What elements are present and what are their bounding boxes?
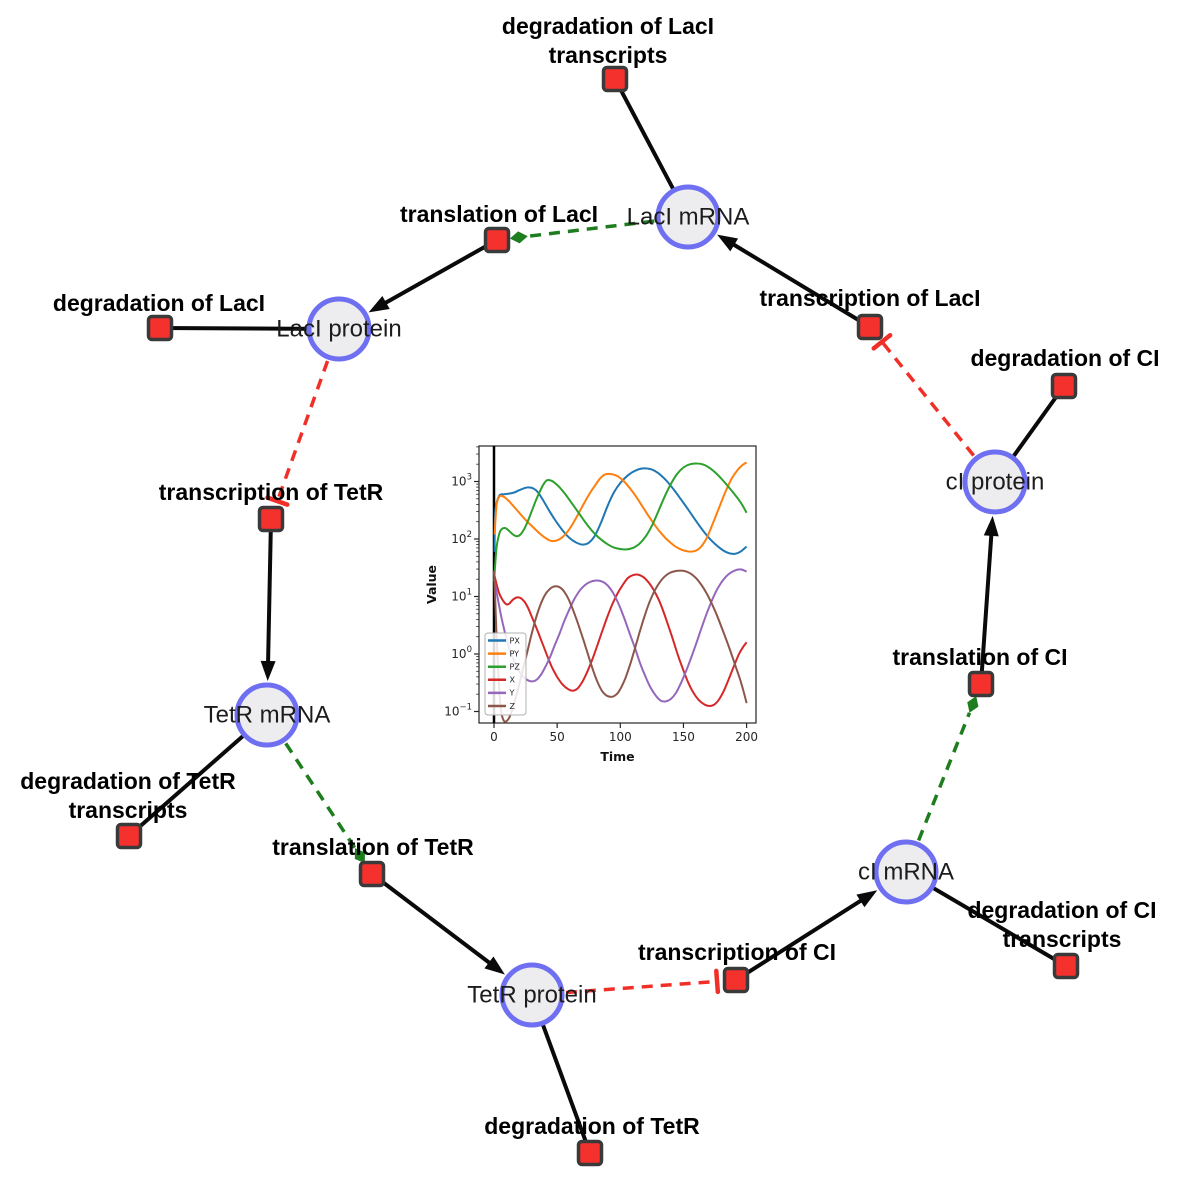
edge-transcription-of-ci-to-ci-mrna-arrowhead-icon: [856, 890, 878, 908]
reaction-node-translation-of-ci: [967, 670, 995, 698]
chart-y-tick-label: 101: [451, 588, 472, 604]
reaction-label-degradation-of-ci-transcripts-line1: degradation of CI: [967, 897, 1156, 923]
legend-label-PX: PX: [510, 636, 521, 645]
chart-x-tick-label: 0: [490, 730, 498, 744]
species-label-tetr-protein: TetR protein: [467, 982, 596, 1009]
species-label-laci-protein: LacI protein: [276, 316, 401, 343]
species-node-ci-mrna: [873, 839, 939, 905]
legend-label-Z: Z: [510, 702, 516, 711]
reaction-node-transcription-of-tetr: [257, 505, 285, 533]
chart-x-tick-label: 200: [735, 730, 758, 744]
reaction-label-transcription-of-tetr-line1: transcription of TetR: [159, 479, 384, 505]
reaction-node-translation-of-tetr: [358, 860, 386, 888]
edge-ci-protein-to-transcription-of-laci-tbar-icon: [871, 332, 893, 351]
reaction-label-degradation-of-tetr-transcripts-line1: degradation of TetR: [20, 768, 236, 794]
chart-series-X: [493, 573, 748, 707]
chart-y-tick-label: 100: [451, 645, 472, 661]
edge-ci-mrna-to-translation-of-ci-diamond-icon: [967, 696, 979, 713]
chart-x-tick-label: 100: [609, 730, 632, 744]
species-node-ci-protein: [962, 449, 1028, 515]
reaction-label-degradation-of-tetr-transcripts-line2: transcripts: [69, 797, 188, 823]
reaction-label-translation-of-tetr-line1: translation of TetR: [272, 834, 474, 860]
reaction-node-degradation-of-laci: [146, 314, 174, 342]
species-node-laci-mrna: [655, 184, 721, 250]
reaction-node-degradation-of-ci: [1050, 372, 1078, 400]
legend-label-Y: Y: [509, 689, 515, 698]
legend-label-PY: PY: [510, 649, 520, 658]
reaction-label-degradation-of-laci-transcripts-line1: degradation of LacI: [502, 13, 714, 39]
species-node-laci-protein: [306, 296, 372, 362]
reaction-node-degradation-of-ci-transcripts: [1052, 952, 1080, 980]
reaction-node-degradation-of-laci-transcripts: [601, 65, 629, 93]
edge-ci-protein-to-transcription-of-laci: [880, 340, 976, 457]
chart-y-axis-label: Value: [424, 565, 439, 604]
edge-transcription-of-laci-to-laci-mrna: [729, 241, 872, 329]
edge-transcription-of-laci-to-laci-mrna-arrowhead-icon: [717, 234, 739, 252]
species-node-tetr-protein: [499, 962, 565, 1028]
species-label-ci-protein: cI protein: [946, 469, 1045, 496]
chart-legend-box: [484, 632, 527, 716]
edge-tetr-mrna-to-translation-of-tetr-diamond-icon: [354, 848, 365, 864]
reaction-label-degradation-of-laci-line1: degradation of LacI: [53, 290, 265, 316]
edge-transcription-of-tetr-to-tetr-mrna: [266, 517, 273, 667]
reaction-label-degradation-of-laci-transcripts-line2: transcripts: [549, 42, 668, 68]
edge-tetr-protein-to-transcription-of-ci: [565, 979, 718, 995]
chart-y-tick-label: 103: [451, 473, 472, 489]
edge-laci-mrna-to-translation-of-laci-diamond-icon: [509, 231, 528, 244]
edge-translation-of-laci-to-laci-protein-arrowhead-icon: [368, 295, 390, 313]
edge-translation-of-ci-to-ci-protein: [979, 530, 994, 686]
labels-layer: degradation of LacI transcripts translatio…: [20, 13, 1159, 1139]
reaction-node-degradation-of-tetr-transcripts: [115, 822, 143, 850]
reaction-node-translation-of-laci: [483, 226, 511, 254]
edge-translation-of-tetr-to-tetr-protein: [370, 872, 494, 967]
chart-y-tick-label: 102: [451, 530, 472, 546]
reaction-node-transcription-of-laci: [856, 313, 884, 341]
species-label-ci-mrna: cI mRNA: [858, 859, 954, 886]
reaction-label-degradation-of-ci-line1: degradation of CI: [970, 345, 1159, 371]
legend-label-PZ: PZ: [510, 663, 521, 672]
reaction-label-translation-of-laci-line1: translation of LacI: [400, 201, 598, 227]
edge-translation-of-ci-to-ci-protein-arrowhead-icon: [983, 515, 999, 537]
reaction-label-degradation-of-tetr-line1: degradation of TetR: [484, 1113, 700, 1139]
reaction-node-transcription-of-ci: [722, 966, 750, 994]
edge-transcription-of-ci-to-ci-mrna: [734, 897, 865, 982]
chart-x-axis-label: Time: [600, 749, 634, 764]
edge-translation-of-laci-to-laci-protein: [381, 238, 499, 306]
nodes-layer: [115, 65, 1080, 1167]
reaction-label-degradation-of-ci-transcripts-line2: transcripts: [1003, 926, 1122, 952]
chart-series-PX: [493, 467, 748, 555]
species-label-tetr-mrna: TetR mRNA: [204, 702, 331, 729]
chart-series-PZ: [493, 462, 748, 574]
legend-label-X: X: [510, 676, 516, 685]
chart-x-tick-label: 150: [672, 730, 695, 744]
edge-laci-mrna-to-translation-of-laci: [527, 219, 655, 239]
edge-laci-protein-to-transcription-of-tetr-tbar-icon: [265, 495, 290, 507]
chart-y-tick-label: 10−1: [444, 703, 472, 719]
edge-transcription-of-tetr-to-tetr-mrna-arrowhead-icon: [260, 660, 276, 682]
reaction-node-degradation-of-tetr: [576, 1139, 604, 1167]
reaction-label-transcription-of-ci-line1: transcription of CI: [638, 939, 836, 965]
edge-ci-mrna-to-translation-of-ci: [916, 712, 972, 842]
reaction-label-translation-of-ci-line1: translation of CI: [892, 644, 1067, 670]
reaction-label-transcription-of-laci-line1: transcription of LacI: [759, 285, 980, 311]
chart-x-tick-label: 50: [550, 730, 565, 744]
chart-legend: PX PY PZ XYZ: [484, 632, 527, 716]
edge-translation-of-tetr-to-tetr-protein-arrowhead-icon: [484, 956, 505, 975]
inset-timeseries-chart: 0 50 100 150 20010310210110010−1TimeValuePXP…: [424, 445, 758, 764]
edge-laci-protein-to-transcription-of-tetr: [275, 360, 330, 502]
chart-series-PY: [493, 461, 748, 553]
species-label-laci-mrna: LacI mRNA: [627, 204, 750, 231]
edge-tetr-mrna-to-translation-of-tetr: [284, 742, 357, 850]
species-node-tetr-mrna: [234, 682, 300, 748]
edge-tetr-protein-to-transcription-of-ci-tbar-icon: [714, 968, 721, 995]
